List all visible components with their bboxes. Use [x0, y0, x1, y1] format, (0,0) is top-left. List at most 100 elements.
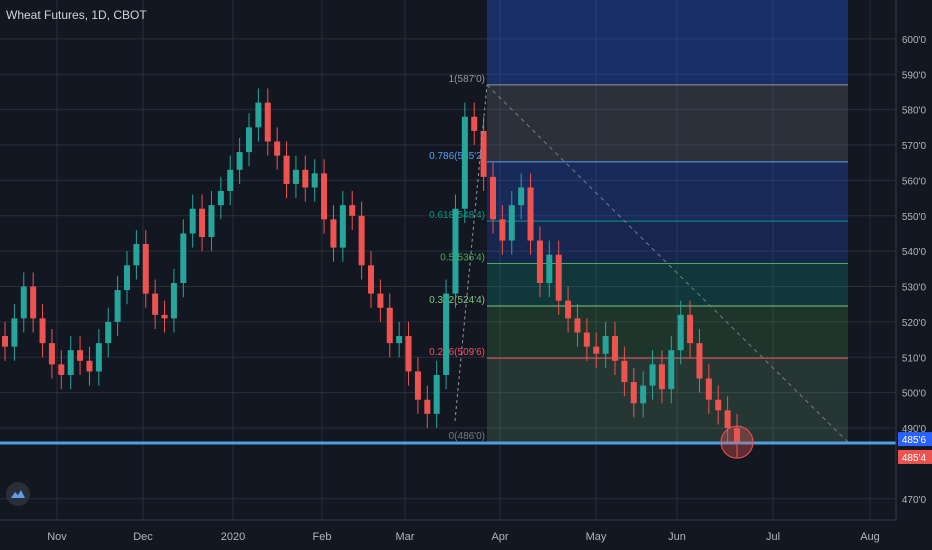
candle-body	[292, 169, 299, 184]
candle-body	[77, 350, 84, 361]
x-tick-label: Jul	[766, 531, 780, 543]
fib-anchor-line	[454, 84, 488, 421]
candle-body	[246, 127, 252, 153]
x-tick-label: Dec	[133, 531, 153, 543]
fib-zone	[487, 305, 848, 359]
highlight-circle	[720, 425, 754, 459]
candle-body	[621, 360, 628, 383]
candle-body	[396, 336, 403, 344]
tradingview-logo-icon	[6, 482, 30, 506]
fib-level-label: 1(587'0)	[449, 74, 485, 85]
candle-body	[583, 332, 590, 347]
candle-body	[696, 343, 703, 379]
candle-body	[39, 318, 46, 344]
candle-body	[170, 282, 177, 319]
candle-body	[546, 254, 553, 283]
y-tick-label: 470'0	[902, 495, 927, 506]
candle-body	[536, 240, 543, 283]
y-tick-label: 490'0	[902, 424, 927, 435]
candle-body	[11, 318, 18, 347]
candle-body	[518, 187, 525, 206]
candle-body	[161, 314, 168, 319]
price-tag-label: 485'4	[902, 453, 927, 464]
candle-body	[414, 371, 421, 400]
candle-body	[236, 152, 243, 170]
candle-body	[734, 428, 740, 444]
candle-body	[321, 173, 328, 220]
candle-body	[199, 208, 206, 238]
candle-body	[452, 208, 459, 294]
candle-body	[124, 265, 130, 291]
price-tag-label: 485'6	[902, 435, 927, 446]
candle-body	[565, 300, 572, 319]
candle-body	[255, 102, 262, 128]
candle-body	[602, 336, 609, 354]
candle-body	[490, 176, 496, 220]
candle-body	[208, 205, 215, 238]
candle-body	[715, 399, 722, 411]
candle-body	[142, 244, 149, 294]
fib-level-label: 0.5(536'4)	[440, 253, 485, 264]
candle-body	[86, 360, 93, 372]
candle-body	[405, 336, 412, 372]
fib-level-label: 0(486'0)	[449, 431, 485, 442]
y-tick-label: 540'0	[902, 247, 927, 258]
y-tick-label: 550'0	[902, 212, 927, 223]
candle-body	[152, 293, 159, 315]
y-tick-label: 520'0	[902, 318, 927, 329]
x-tick-label: Aug	[860, 531, 880, 543]
candle-body	[358, 215, 365, 266]
y-tick-label: 500'0	[902, 389, 927, 400]
candle-body	[67, 350, 74, 375]
fib-level-label: 0.382(524'4)	[429, 295, 485, 306]
candle-body	[2, 336, 8, 347]
candle-body	[593, 346, 600, 354]
y-tick-label: 510'0	[902, 353, 927, 364]
candle-body	[264, 102, 271, 142]
candle-body	[377, 293, 384, 308]
chart-title: Wheat Futures, 1D, CBOT	[6, 8, 147, 22]
candle-body	[48, 343, 55, 365]
candle-body	[612, 336, 618, 361]
candle-body	[339, 205, 346, 248]
candle-body	[649, 364, 656, 386]
candle-body	[443, 293, 450, 375]
candle-body	[658, 364, 665, 390]
fib-zone	[487, 0, 848, 85]
candle-body	[95, 343, 102, 372]
candle-body	[133, 244, 140, 266]
candle-body	[724, 410, 731, 429]
candle-body	[20, 286, 27, 319]
candle-body	[461, 116, 468, 209]
candle-body	[330, 219, 337, 248]
fib-zone	[487, 161, 848, 222]
candle-body	[574, 318, 581, 333]
candle-body	[217, 191, 224, 206]
x-tick-label: Apr	[491, 531, 508, 543]
y-tick-label: 600'0	[902, 35, 927, 46]
y-tick-label: 530'0	[902, 283, 927, 294]
candle-body	[180, 233, 187, 283]
candle-body	[58, 364, 65, 375]
candle-body	[227, 169, 234, 192]
candle-body	[30, 286, 37, 319]
x-tick-label: May	[586, 531, 607, 543]
price-tag	[898, 432, 932, 447]
candle-body	[499, 219, 506, 241]
x-tick-label: 2020	[221, 531, 245, 543]
candle-body	[687, 314, 694, 344]
candle-body	[471, 116, 478, 131]
x-tick-label: Nov	[47, 531, 67, 543]
candle-body	[668, 350, 675, 390]
candle-body	[368, 265, 374, 294]
candle-body	[274, 141, 281, 156]
y-tick-label: 570'0	[902, 141, 927, 152]
x-tick-label: Feb	[313, 531, 332, 543]
candle-body	[508, 205, 515, 241]
candle-body	[640, 385, 647, 404]
y-tick-label: 560'0	[902, 176, 927, 187]
candle-body	[705, 378, 712, 400]
candle-body	[283, 155, 290, 184]
